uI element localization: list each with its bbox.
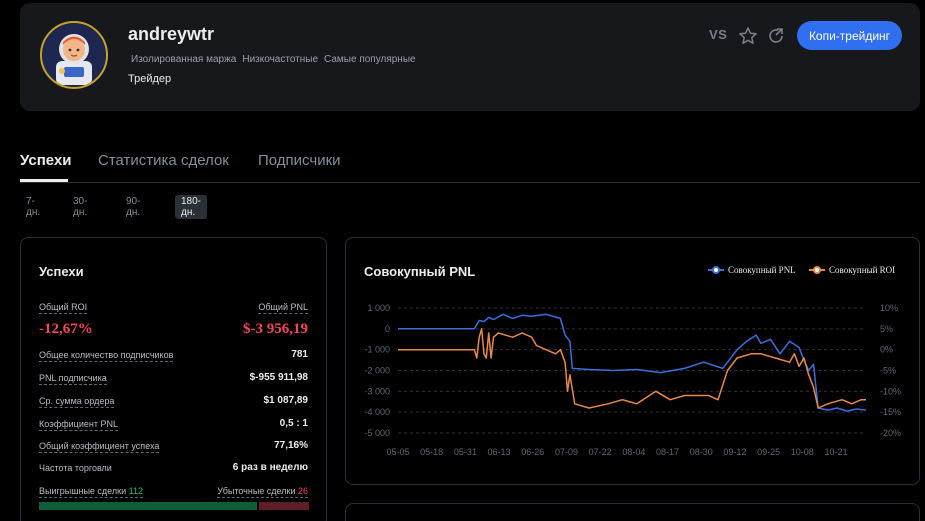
y-left-tick-label: -5 000: [364, 428, 390, 438]
period-90d[interactable]: 90-дн.: [126, 196, 141, 218]
stat-win-rate-label[interactable]: Общий коэффициент успеха: [39, 441, 160, 453]
y-left-tick-label: -2 000: [364, 366, 390, 376]
y-right-tick-label: -20%: [880, 428, 901, 438]
performance-card: Успехи Общий ROI Общий PNL -12,67% $-3 9…: [20, 237, 327, 521]
x-tick-label: 06-26: [521, 447, 544, 457]
stat-subscriber-pnl-value: $-955 911,98: [249, 372, 308, 383]
chart-title: Совокупный PNL: [364, 264, 476, 279]
losing-trades-count: 26: [297, 486, 308, 496]
tab-subscribers[interactable]: Подписчики: [258, 152, 341, 169]
stat-subscriber-pnl-label[interactable]: PNL подписчика: [39, 373, 107, 385]
period-7d[interactable]: 7-дн.: [26, 196, 41, 218]
winning-trades-count: 112: [128, 486, 143, 496]
tab-performance[interactable]: Успехи: [20, 152, 72, 169]
y-right-tick-label: 5%: [880, 324, 893, 334]
y-right-tick-label: 0%: [880, 345, 893, 355]
trader-avatar[interactable]: [40, 21, 108, 89]
y-right-tick-label: 10%: [880, 303, 898, 313]
legend-pnl-marker: [708, 266, 724, 274]
win-loss-ratio-bar: [39, 502, 309, 510]
stat-pnl-ratio-value: 0,5 : 1: [279, 418, 308, 429]
trader-profile-card: andreywtr Изолированная маржа Низкочасто…: [20, 3, 920, 111]
stat-avg-order-value: $1 087,89: [263, 395, 309, 406]
legend-roi-marker: [809, 266, 825, 274]
x-tick-label: 09-12: [723, 447, 746, 457]
legend-roi-label: Совокупный ROI: [829, 265, 896, 275]
compare-vs-button[interactable]: VS: [709, 27, 728, 42]
x-tick-label: 08-04: [622, 447, 645, 457]
losing-trades[interactable]: Убыточные сделки 26: [217, 486, 308, 498]
cumulative-pnl-chart[interactable]: 1 000 0 -1 000 -2 000 -3 000 -4 000 -5 000 10% 5…: [346, 293, 919, 468]
tab-trade-statistics[interactable]: Статистика сделок: [98, 152, 229, 169]
stat-win-rate-value: 77,16%: [274, 440, 308, 451]
pnl-series-line: [398, 313, 867, 412]
tag-low-frequency: Низкочастотные: [242, 54, 319, 65]
roi-series-line: [398, 328, 866, 409]
losing-trades-label: Убыточные сделки: [217, 486, 296, 496]
legend-pnl-label: Совокупный PNL: [728, 265, 796, 275]
share-icon: [769, 28, 783, 43]
y-right-tick-label: -10%: [880, 386, 901, 396]
profile-tabs: Успехи Статистика сделок Подписчики: [20, 150, 920, 183]
win-bar-segment: [39, 502, 257, 510]
x-tick-label: 05-31: [454, 447, 477, 457]
y-right-tick-label: -15%: [880, 407, 901, 417]
x-tick-label: 06-13: [488, 447, 511, 457]
tag-most-popular: Самые популярные: [324, 54, 416, 65]
total-pnl-label[interactable]: Общий PNL: [258, 302, 308, 314]
performance-title: Успехи: [39, 264, 84, 279]
active-tab-indicator: [20, 179, 68, 182]
cumulative-pnl-card: Совокупный PNL Совокупный PNL Совокупный…: [345, 237, 920, 485]
x-tick-label: 07-09: [555, 447, 578, 457]
trader-tags: Изолированная маржа Низкочастотные Самые…: [128, 53, 419, 66]
star-icon: [739, 27, 757, 44]
y-left-tick-label: -1 000: [364, 345, 390, 355]
next-section-card: [345, 503, 920, 521]
loss-bar-segment: [258, 502, 309, 510]
stat-trade-frequency-value: 6 раз в неделю: [232, 462, 308, 473]
astronaut-avatar-icon: [42, 23, 106, 87]
period-30d[interactable]: 30-дн.: [73, 196, 88, 218]
total-roi-value: -12,67%: [39, 321, 93, 337]
x-tick-label: 05-18: [420, 447, 443, 457]
tag-isolated-margin: Изолированная маржа: [131, 54, 237, 65]
y-right-tick-label: -5%: [880, 366, 896, 376]
x-tick-label: 08-17: [656, 447, 679, 457]
winning-trades-label: Выигрышные сделки: [39, 486, 127, 496]
legend-roi[interactable]: Совокупный ROI: [809, 265, 895, 275]
copy-trading-button[interactable]: Копи-трейдинг: [797, 21, 902, 50]
x-tick-label: 08-30: [690, 447, 713, 457]
share-button[interactable]: [766, 26, 786, 46]
legend-pnl[interactable]: Совокупный PNL: [708, 265, 796, 275]
x-tick-label: 10-08: [791, 447, 814, 457]
period-180d[interactable]: 180-дн.: [175, 195, 208, 219]
y-left-tick-label: -4 000: [364, 407, 390, 417]
stat-subscribers-label[interactable]: Общее количество подписчиков: [39, 350, 174, 362]
x-tick-label: 09-25: [757, 447, 780, 457]
trader-username: andreywtr: [128, 24, 215, 44]
total-roi-label[interactable]: Общий ROI: [39, 302, 88, 314]
x-tick-label: 07-22: [589, 447, 612, 457]
x-tick-label: 10-21: [824, 447, 847, 457]
x-tick-label: 05-05: [386, 447, 409, 457]
y-left-tick-label: 1 000: [367, 303, 390, 313]
y-left-tick-label: -3 000: [364, 386, 390, 396]
stat-subscribers-value: 781: [291, 349, 308, 360]
stat-trade-frequency-label: Частота торговли: [39, 463, 112, 473]
trader-role: Трейдер: [128, 73, 172, 85]
stat-pnl-ratio-label[interactable]: Коэффициент PNL: [39, 419, 118, 431]
winning-trades[interactable]: Выигрышные сделки 112: [39, 486, 143, 498]
favorite-star-button[interactable]: [738, 26, 758, 46]
stat-avg-order-label[interactable]: Ср. сумма ордера: [39, 396, 115, 408]
y-left-tick-label: 0: [385, 324, 390, 334]
total-pnl-value: $-3 956,19: [243, 321, 308, 337]
